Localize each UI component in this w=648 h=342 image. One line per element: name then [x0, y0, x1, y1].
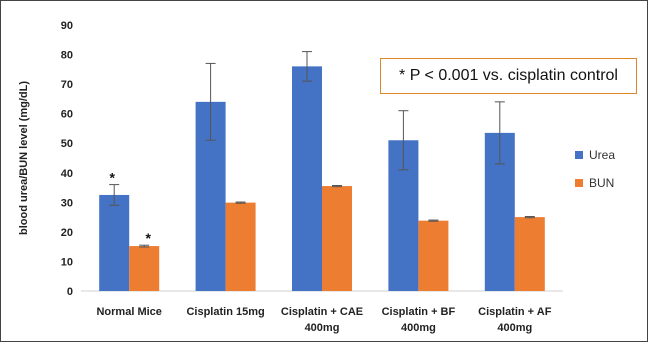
bar-bun [225, 202, 256, 291]
bar-bun [514, 217, 545, 291]
category-label: Cisplatin + BF [382, 306, 456, 318]
legend-swatch-bun [575, 179, 583, 187]
category-label: Cisplatin + AF [478, 306, 552, 318]
bar-bun [418, 220, 449, 291]
y-tick-label: 40 [61, 168, 73, 180]
category-label: Cisplatin + CAE [281, 306, 363, 318]
legend: Urea BUN [575, 148, 615, 190]
category-label: 400mg [305, 322, 340, 334]
category-label: Normal Mice [96, 306, 161, 318]
significance-note-text: * P < 0.001 vs. cisplatin control [399, 67, 618, 84]
y-tick-label: 70 [61, 79, 73, 91]
y-axis-label: blood urea/BUN level (mg/dL) [18, 81, 30, 235]
significance-marker: * [145, 230, 151, 246]
y-tick-label: 30 [61, 197, 73, 209]
y-tick-label: 80 [61, 50, 73, 62]
axes: 0 10 20 30 40 50 60 70 80 90 blood urea/BUN level … [18, 20, 563, 298]
category-label: 400mg [497, 322, 532, 334]
category-label: 400mg [401, 322, 436, 334]
significance-note: * P < 0.001 vs. cisplatin control [380, 58, 637, 94]
legend-swatch-urea [575, 151, 583, 159]
significance-marker: * [109, 170, 115, 186]
bar-bun [129, 246, 160, 291]
y-tick-label: 90 [61, 20, 73, 32]
category-labels: Normal Mice Cisplatin 15mg Cisplatin + CAE… [96, 306, 551, 334]
bars: ** [99, 51, 545, 291]
y-tick-label: 50 [61, 138, 73, 150]
y-tick-label: 60 [61, 109, 73, 121]
category-label: Cisplatin 15mg [186, 306, 264, 318]
y-tick-label: 10 [61, 256, 73, 268]
bar-urea [99, 194, 130, 291]
bar-urea [292, 66, 322, 291]
y-tick-label: 0 [67, 286, 73, 298]
legend-label-urea: Urea [589, 148, 615, 162]
legend-label-bun: BUN [589, 176, 614, 190]
bar-bun [322, 186, 352, 291]
y-tick-label: 20 [61, 227, 73, 239]
